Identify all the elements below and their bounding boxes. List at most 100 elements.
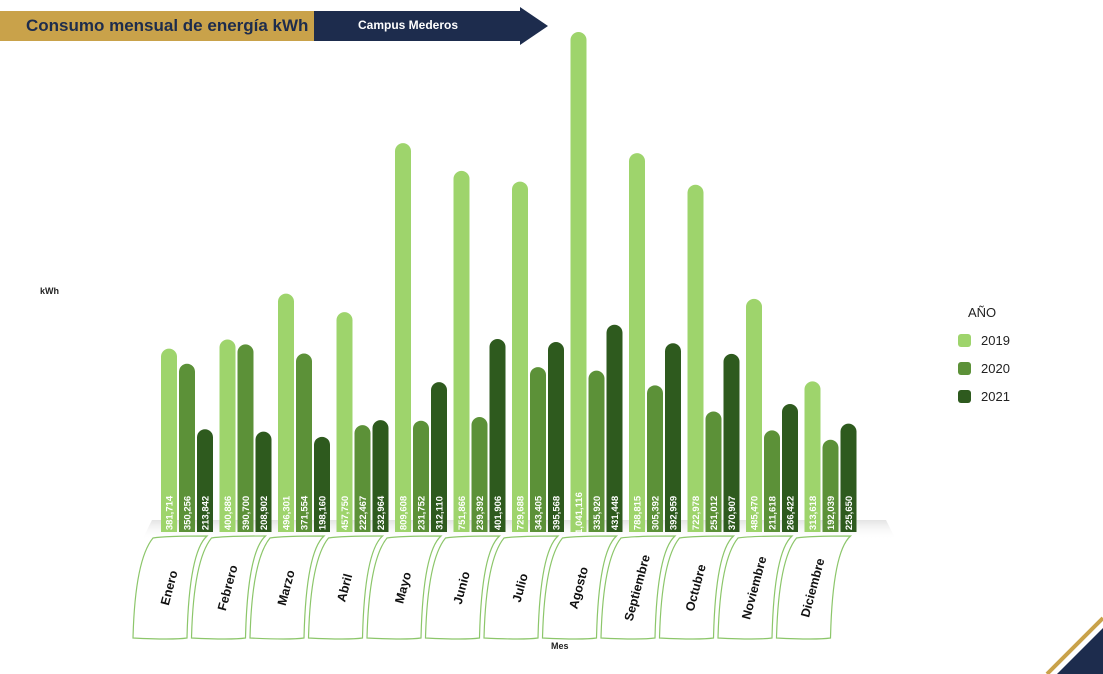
bar-enero-2019 — [161, 348, 177, 532]
legend-label-2020: 2020 — [981, 360, 1010, 376]
data-label-octubre-2021: 370,907 — [727, 496, 738, 530]
legend-item-2019: 2019 — [958, 326, 1010, 354]
category-tab-abril — [307, 535, 385, 640]
data-label-abril-2021: 232,964 — [376, 495, 387, 530]
data-label-febrero-2021: 208,902 — [259, 496, 270, 530]
bar-agosto-2021 — [606, 324, 623, 532]
legend-swatch-2019 — [958, 333, 971, 347]
data-label-noviembre-2019: 485,470 — [750, 496, 761, 530]
x-axis-label: Mes — [551, 641, 569, 651]
legend-label-2019: 2019 — [981, 332, 1010, 348]
data-label-abril-2020: 222,467 — [358, 496, 369, 530]
y-axis-label: kWh — [40, 286, 59, 296]
bar-noviembre-2019 — [746, 298, 762, 532]
bar-febrero-2019 — [219, 339, 236, 532]
bar-enero-2020 — [179, 363, 195, 532]
legend-item-2020: 2020 — [958, 354, 1010, 382]
legend-title: AÑO — [968, 305, 997, 320]
bar-marzo-2020 — [296, 353, 312, 532]
data-label-diciembre-2020: 192,039 — [826, 496, 837, 530]
category-tab-marzo — [249, 535, 326, 640]
data-label-abril-2019: 457,750 — [340, 496, 351, 530]
data-label-febrero-2019: 400,886 — [223, 496, 234, 530]
data-label-agosto-2021: 431,448 — [610, 496, 621, 530]
bar-agosto-2019 — [570, 32, 587, 532]
data-label-agosto-2019: 1,041,116 — [574, 492, 585, 534]
category-tab-mayo — [366, 535, 443, 640]
campus-arrow-shape — [314, 7, 548, 45]
data-label-mayo-2020: 231,752 — [417, 496, 428, 530]
data-label-marzo-2019: 496,301 — [282, 495, 293, 530]
bar-abril-2021 — [372, 420, 389, 532]
category-tab-diciembre — [775, 535, 853, 640]
data-label-diciembre-2021: 225,650 — [844, 496, 855, 530]
data-label-julio-2021: 395,568 — [552, 496, 563, 530]
data-label-diciembre-2019: 313,618 — [808, 496, 819, 530]
bar-agosto-2020 — [588, 370, 605, 532]
data-label-junio-2021: 401,906 — [493, 496, 504, 530]
bar-diciembre-2020 — [822, 439, 839, 532]
bar-junio-2019 — [453, 170, 470, 532]
bar-julio-2019 — [512, 181, 528, 532]
legend: AÑO 2019 2020 2021 — [958, 305, 1010, 410]
title-banner: Consumo mensual de energía kWh — [0, 11, 314, 41]
bar-junio-2021 — [489, 338, 506, 532]
data-label-octubre-2019: 722,978 — [691, 496, 702, 530]
bar-septiembre-2021 — [665, 343, 681, 532]
bar-diciembre-2019 — [804, 381, 821, 532]
data-label-septiembre-2020: 305,392 — [651, 496, 662, 530]
legend-swatch-2020 — [958, 361, 971, 375]
legend-item-2021: 2021 — [958, 382, 1010, 410]
category-tab-octubre — [658, 535, 736, 640]
data-label-noviembre-2020: 211,618 — [768, 496, 779, 530]
bar-octubre-2021 — [723, 353, 740, 532]
category-tab-enero — [132, 535, 209, 640]
bar-diciembre-2021 — [840, 423, 857, 532]
bar-abril-2020 — [354, 425, 371, 532]
legend-label-2021: 2021 — [981, 388, 1010, 404]
data-label-mayo-2019: 809,608 — [399, 496, 410, 530]
data-label-julio-2020: 343,405 — [534, 495, 545, 530]
data-label-enero-2019: 381,714 — [165, 495, 176, 530]
bar-septiembre-2019 — [629, 153, 645, 533]
category-tab-febrero — [190, 535, 268, 640]
data-label-octubre-2020: 251,012 — [709, 496, 720, 530]
bar-abril-2019 — [336, 312, 353, 532]
category-tab-agosto — [541, 535, 619, 640]
bar-octubre-2019 — [687, 184, 704, 533]
category-tab-julio — [483, 535, 560, 640]
data-label-junio-2020: 239,392 — [475, 496, 486, 530]
data-label-junio-2019: 751,866 — [457, 496, 468, 530]
bar-mayo-2021 — [431, 382, 447, 532]
corner-decoration — [1045, 616, 1103, 674]
bar-febrero-2021 — [255, 431, 272, 532]
data-label-mayo-2021: 312,110 — [435, 496, 446, 530]
data-label-enero-2020: 350,256 — [183, 496, 194, 530]
category-tab-septiembre — [600, 535, 677, 640]
data-label-enero-2021: 213,842 — [201, 496, 212, 530]
data-label-septiembre-2021: 392,959 — [669, 496, 680, 530]
category-tab-noviembre — [717, 535, 794, 640]
bar-julio-2021 — [548, 342, 564, 532]
bar-mayo-2020 — [413, 420, 429, 532]
bar-mayo-2019 — [395, 143, 411, 532]
data-label-julio-2019: 729,688 — [516, 496, 527, 530]
bar-junio-2020 — [471, 417, 488, 532]
data-label-marzo-2020: 371,554 — [300, 495, 311, 530]
chart-title: Consumo mensual de energía kWh — [26, 16, 309, 35]
bar-febrero-2020 — [237, 344, 254, 532]
data-label-agosto-2020: 335,920 — [592, 496, 603, 530]
bar-noviembre-2021 — [782, 404, 798, 532]
bar-marzo-2019 — [278, 293, 294, 532]
category-tab-junio — [424, 535, 502, 640]
data-label-febrero-2020: 390,700 — [241, 496, 252, 530]
bar-octubre-2020 — [705, 411, 722, 532]
bar-septiembre-2020 — [647, 385, 663, 532]
data-label-marzo-2021: 198,160 — [318, 496, 329, 530]
legend-swatch-2021 — [958, 389, 971, 403]
bar-marzo-2021 — [314, 436, 330, 532]
bar-julio-2020 — [530, 367, 546, 532]
bar-noviembre-2020 — [764, 430, 780, 532]
campus-name: Campus Mederos — [358, 18, 459, 32]
